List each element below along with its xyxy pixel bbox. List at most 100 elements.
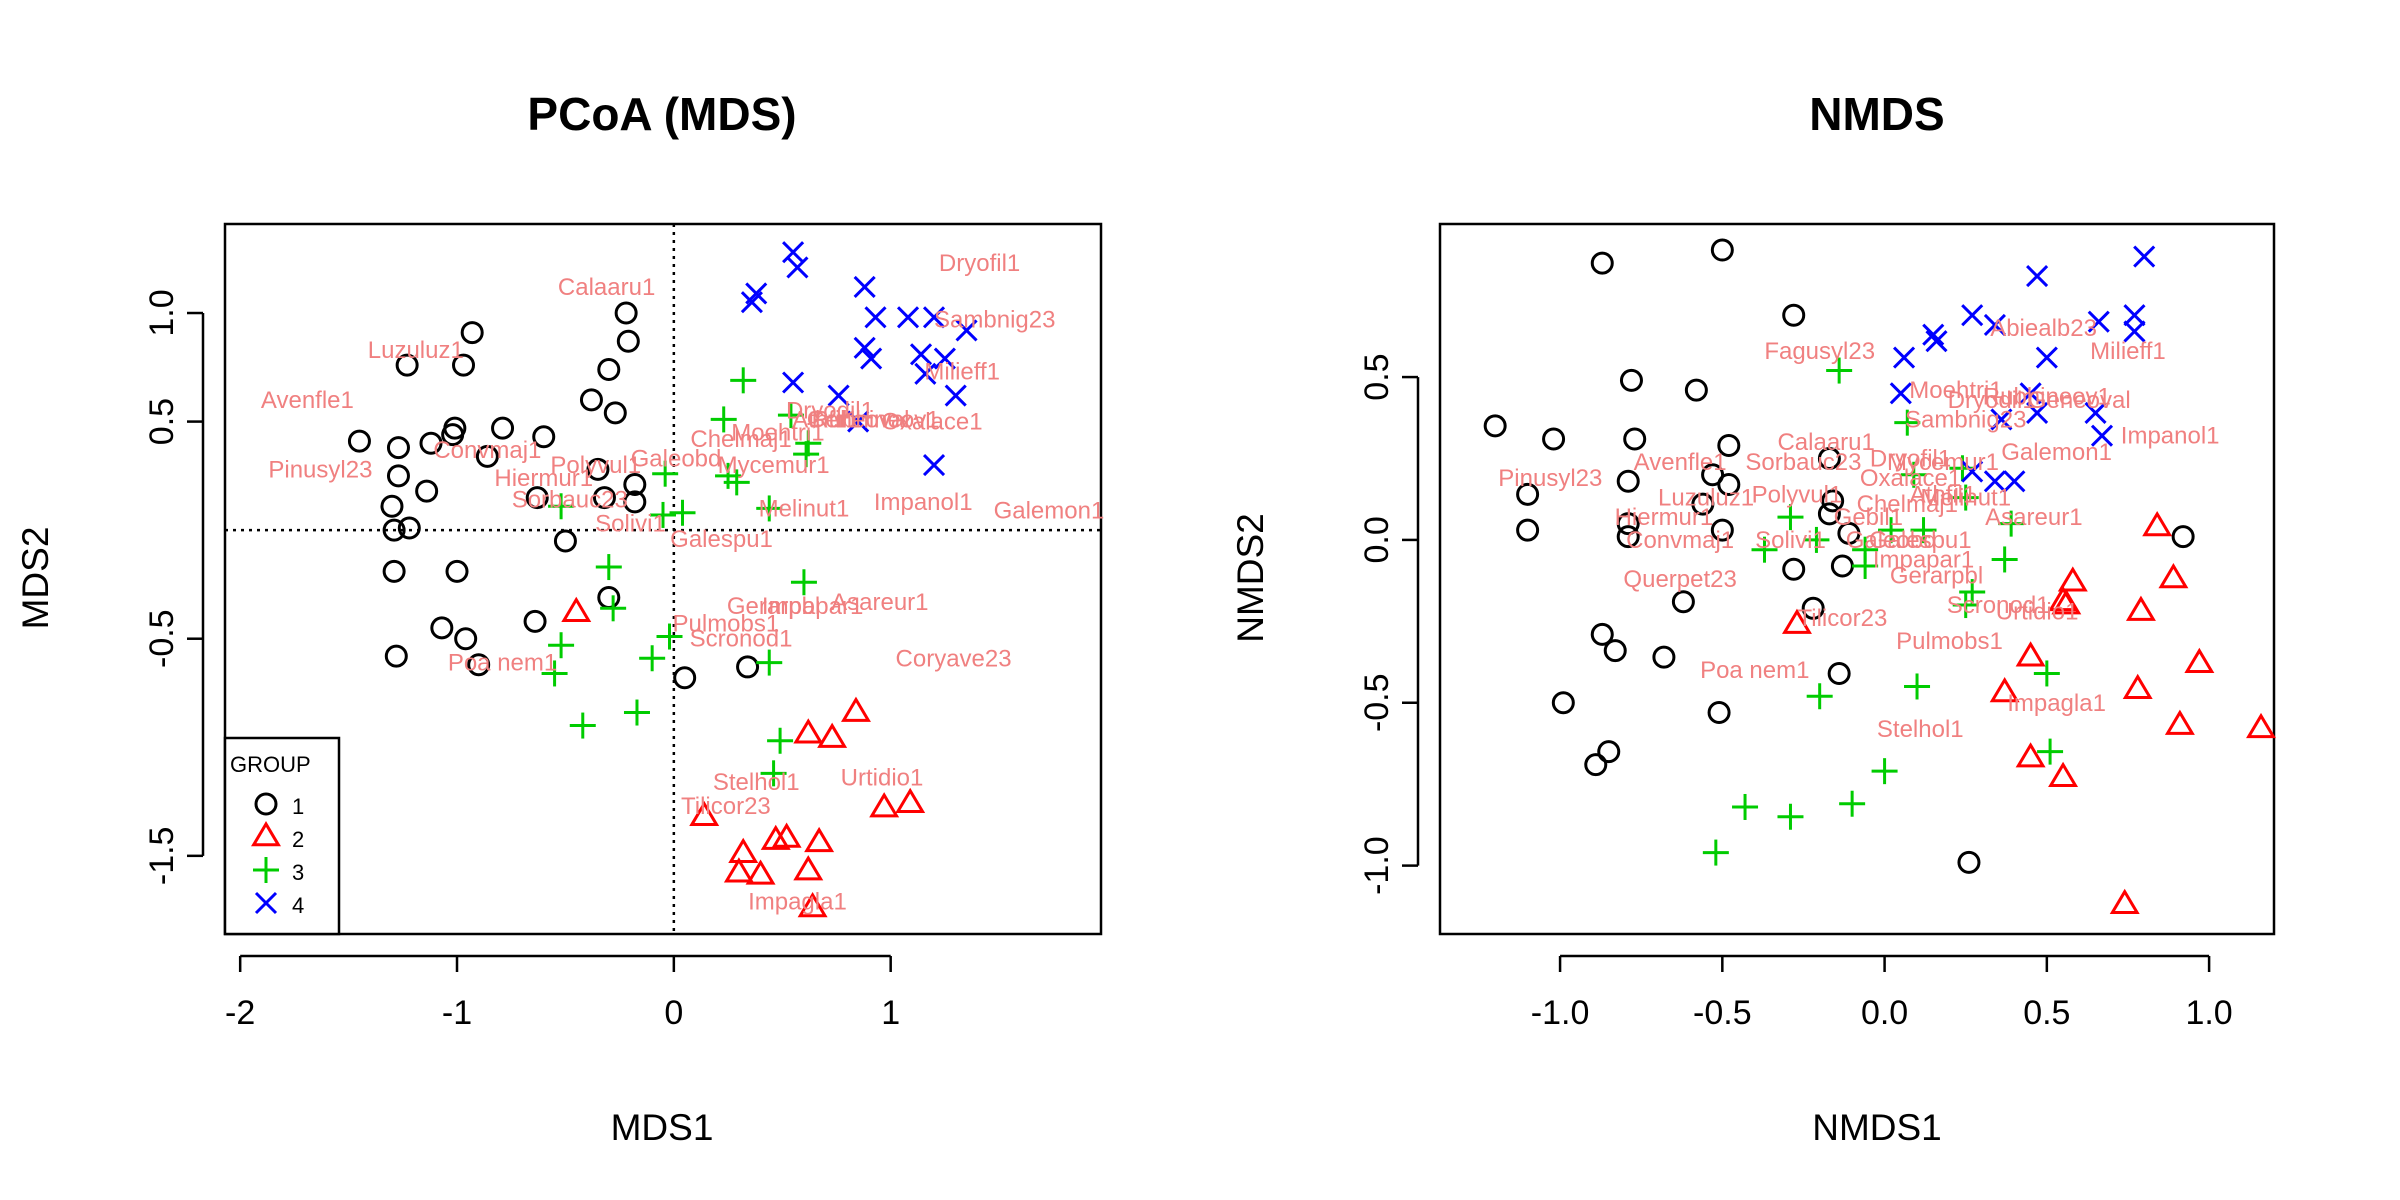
pcoa-group-1-point <box>532 425 556 449</box>
pcoa-group-1-point <box>525 486 549 510</box>
pcoa-y-axis-label: MDS2 <box>15 527 56 630</box>
pcoa-species-label: Galespu1 <box>670 526 773 553</box>
pcoa-group-1-point <box>397 516 421 540</box>
nmds-x-axis-label: NMDS1 <box>1812 1107 1942 1148</box>
pcoa-group-1-point <box>430 616 454 640</box>
pcoa-group-4-point <box>786 256 809 279</box>
nmds-group-3-point <box>1751 536 1778 563</box>
pcoa-group-3-point <box>623 699 650 726</box>
pcoa-group-2-point <box>760 824 791 850</box>
pcoa-group-2-point <box>895 787 926 814</box>
pcoa-plot-frame <box>223 222 1103 936</box>
pcoa-group-4-point <box>782 371 805 394</box>
pcoa-x-axis: -2 -1 0 1 <box>225 954 900 1032</box>
pcoa-species-label: Hiermur1 <box>494 465 593 492</box>
nmds-group-3-point <box>1952 592 1979 619</box>
pcoa-group-3-point <box>650 501 676 528</box>
nmds-species-label: Urtidio1 <box>1996 599 2079 626</box>
pcoa-group-3-point <box>541 660 568 687</box>
nmds-species-label: Solivi1 <box>1755 527 1826 554</box>
pcoa-group-2-point <box>804 826 835 853</box>
pcoa-group-2-point <box>689 800 720 827</box>
pcoa-group-3-point <box>595 554 622 581</box>
pcoa-group-4-point <box>745 282 768 305</box>
nmds-group-2-point <box>2184 647 2215 673</box>
pcoa-group-4-point <box>909 343 933 366</box>
pcoa-species-label: Gerarpbl <box>727 593 820 620</box>
nmds-species-label: Oxalace1 <box>1860 465 1961 492</box>
pcoa-group-1-point <box>523 609 547 633</box>
pcoa-group-4-point <box>827 384 850 407</box>
nmds-species-label: Gerarpbl <box>1890 563 1983 590</box>
pcoa-group-1-point <box>419 431 443 455</box>
nmds-group-4-point <box>2087 310 2110 333</box>
pcoa-species-label: Galeobd <box>631 445 722 472</box>
pcoa-group-1-point <box>452 353 476 377</box>
nmds-group-3-point <box>1777 504 1804 531</box>
pcoa-group-2-point <box>561 596 592 622</box>
nmds-group-1-point <box>1616 512 1640 536</box>
pcoa-group-1-point <box>673 666 697 690</box>
pcoa-species-label: Calaaru1 <box>558 274 655 301</box>
nmds-y-tick-label: -0.5 <box>1358 673 1396 732</box>
nmds-points <box>1483 238 2277 914</box>
nmds-group-2-point <box>2048 761 2079 787</box>
pcoa-group-4-point <box>864 306 887 329</box>
nmds-species-label: Impagla1 <box>2007 690 2106 717</box>
nmds-species-label: Galemon1 <box>2001 439 2112 466</box>
pcoa-species-label: Oxalace1 <box>881 409 982 436</box>
nmds-species-label: Tilicor23 <box>1797 605 1887 632</box>
pcoa-group-3-point <box>548 632 575 659</box>
nmds-group-1-point <box>1817 446 1841 470</box>
nmds-group-1-point <box>1801 596 1825 620</box>
pcoa-species-label: Luzuluz1 <box>368 337 464 364</box>
legend-marker-group-1 <box>254 792 278 816</box>
nmds-x-tick-label: -1.0 <box>1531 994 1590 1032</box>
legend-label: 3 <box>292 860 304 885</box>
nmds-group-1-point <box>1597 740 1621 764</box>
legend-label: 4 <box>292 893 304 918</box>
nmds-group-2-point <box>1989 677 2020 703</box>
nmds-species-label: Mycemur1 <box>1887 449 1999 476</box>
nmds-group-3-point <box>1871 758 1898 785</box>
legend-title: GROUP <box>230 752 311 777</box>
nmds-group-3-point <box>1900 461 1927 488</box>
nmds-group-4-point <box>2133 245 2156 268</box>
pcoa-group-3-point <box>756 495 783 522</box>
pcoa-group-3-point <box>652 460 679 487</box>
nmds-group-1-point <box>1691 492 1715 516</box>
pcoa-group-1-point <box>597 585 621 609</box>
pcoa-species-label: Impagla1 <box>748 888 847 915</box>
nmds-group-4-point <box>1889 382 1912 405</box>
nmds-y-axis: -1.0 -0.5 0.0 0.5 <box>1358 353 1420 895</box>
pcoa-group-1-point <box>415 479 439 503</box>
pcoa-group-3-point <box>600 595 627 622</box>
nmds-species-label: Fagusyl23 <box>1764 338 1875 365</box>
pcoa-group-3-point <box>669 499 696 526</box>
nmds-species-label: Sambnig23 <box>1905 406 2026 433</box>
nmds-group-4-point <box>2019 382 2042 405</box>
nmds-title: NMDS <box>1809 88 1944 140</box>
nmds-species-label: Sorbauc23 <box>1745 449 1861 476</box>
nmds-species-label: Hiermur1 <box>1615 504 1714 531</box>
nmds-group-3-point <box>1991 546 2018 573</box>
nmds-group-2-point <box>2142 510 2173 537</box>
legend-label: 1 <box>292 794 304 819</box>
nmds-y-axis-label: NMDS2 <box>1230 513 1271 643</box>
nmds-group-1-point <box>1616 469 1640 493</box>
nmds-group-3-point <box>1732 793 1759 820</box>
pcoa-group-2-point <box>840 696 871 722</box>
nmds-group-3-point <box>1910 517 1937 544</box>
nmds-x-tick-label: -0.5 <box>1693 994 1752 1032</box>
pcoa-group-3-point <box>730 367 757 394</box>
nmds-species-label: Luzuluz1 <box>1658 485 1754 512</box>
pcoa-group-1-point <box>616 329 640 353</box>
nmds-group-1-point <box>1827 661 1851 685</box>
nmds-species-label: Convmaj1 <box>1626 527 1734 554</box>
nmds-species-label: Galespu1 <box>1869 527 1972 554</box>
nmds-group-1-point <box>1830 554 1854 578</box>
nmds-group-4-point <box>2003 470 2026 493</box>
pcoa-species-label: Poa nem1 <box>448 650 557 677</box>
nmds-group-4-point <box>2123 304 2146 327</box>
pcoa-group-3-point <box>656 623 683 650</box>
